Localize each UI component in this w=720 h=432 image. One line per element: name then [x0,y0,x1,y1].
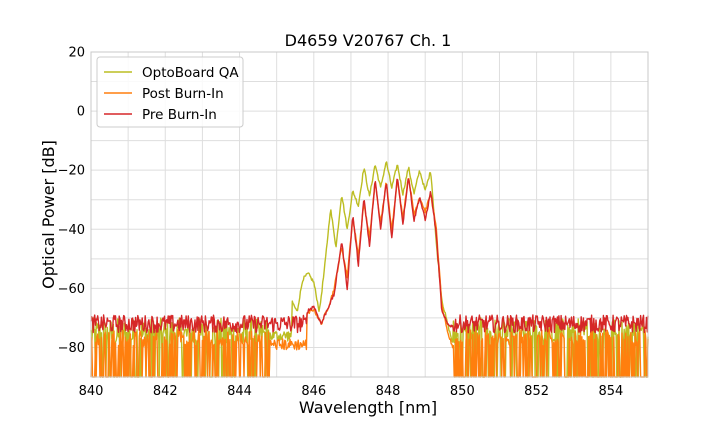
legend-label: OptoBoard QA [142,65,239,81]
y-tick-label: −80 [58,341,85,356]
y-tick-label: −20 [58,164,85,179]
y-tick-label: −60 [58,282,85,297]
legend-label: Post Burn-In [142,86,224,102]
chart-title: D4659 V20767 Ch. 1 [285,31,452,50]
legend: OptoBoard QA Post Burn-In Pre Burn-In [96,56,244,128]
y-tick-label: 20 [68,46,85,61]
x-tick-label: 850 [450,384,475,399]
series-line [90,178,649,334]
plot-frame [90,51,649,378]
series-line [90,161,649,378]
x-axis-title: Wavelength [nm] [299,398,437,417]
tick-labels: 840 842 844 846 848 850 852 854 −80 −60 −40 −20 0 20 [58,46,624,400]
legend-label: Pre Burn-In [142,107,217,123]
x-tick-label: 840 [79,384,104,399]
x-tick-label: 842 [153,384,178,399]
legend-box [96,56,244,128]
x-tick-label: 844 [227,384,252,399]
series-layer [90,161,649,378]
y-tick-label: −40 [58,223,85,238]
y-axis-title: Optical Power [dB] [39,140,58,289]
y-tick-label: 0 [77,105,85,120]
x-tick-label: 852 [524,384,549,399]
x-tick-label: 854 [598,384,623,399]
x-tick-label: 848 [376,384,401,399]
series-line [90,177,649,378]
x-tick-label: 846 [301,384,326,399]
